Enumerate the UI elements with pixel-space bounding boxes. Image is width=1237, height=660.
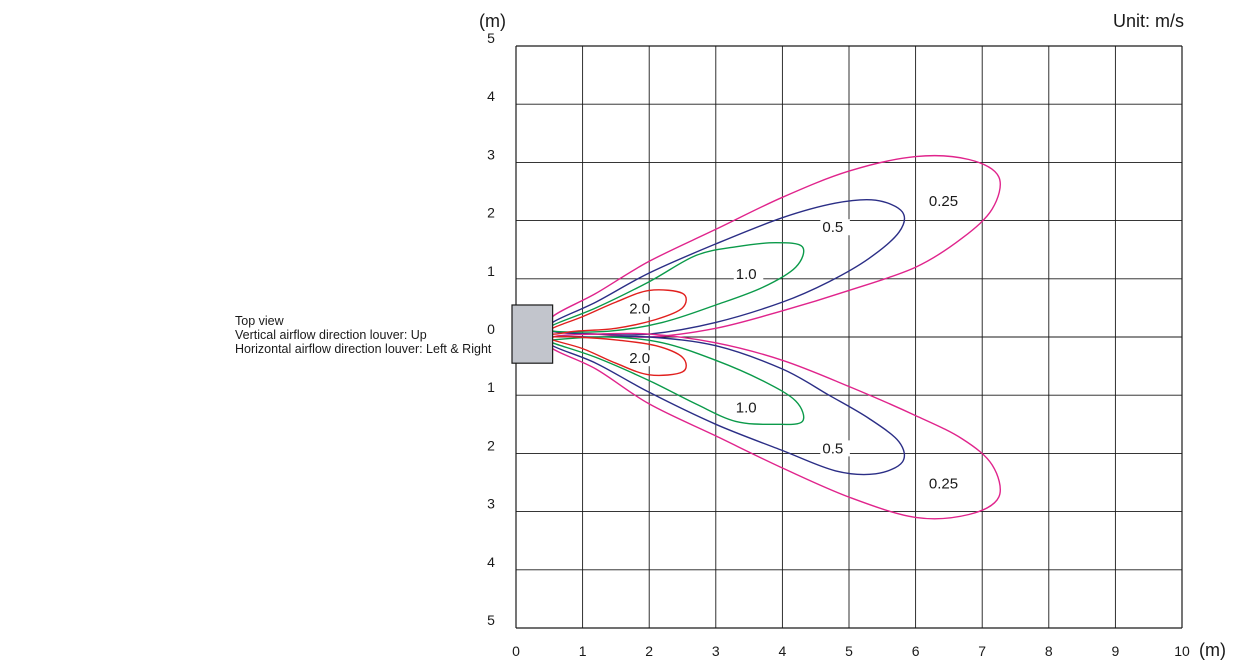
contour-label-background [926,193,965,210]
y-tick-label: 4 [487,554,495,570]
contour-0-25-line [546,332,1001,520]
y-tick-label: 4 [487,88,495,104]
caption-view: Top view [235,314,284,328]
caption-vertical-louver: Vertical airflow direction louver: Up [235,328,427,342]
x-tick-label: 8 [1045,643,1053,659]
y-tick-label: 3 [487,146,495,162]
x-axis-unit-label: (m) [1199,640,1226,660]
x-tick-label: 3 [712,643,720,659]
value-unit-label: Unit: m/s [1113,11,1184,31]
x-tick-label: 6 [912,643,920,659]
contour-0-25-line [546,155,1001,338]
chart-caption: Top view Vertical airflow direction louv… [235,314,491,356]
contour-lines [545,155,1001,520]
contour-label-background [627,300,657,317]
contour-label: 0.5 [822,219,843,236]
y-axis-unit-label: (m) [479,11,506,31]
y-tick-label: 5 [487,612,495,628]
contour-label: 1.0 [736,400,757,417]
x-tick-label: 7 [978,643,986,659]
y-tick-label: 5 [487,30,495,46]
x-tick-label: 0 [512,643,520,659]
chart-grid [515,45,1183,629]
contour-label-background [733,265,764,282]
y-tick-label: 0 [487,321,495,337]
contour-1-0-line [545,241,805,333]
contour-2-0-line [548,335,687,377]
indoor-unit [511,304,554,364]
y-tick-label: 2 [487,437,495,453]
contour-label: 0.5 [822,440,843,457]
contour-label-background [627,350,657,367]
x-tick-label: 9 [1112,643,1120,659]
caption-horizontal-louver: Horizontal airflow direction louver: Lef… [235,342,492,356]
contour-label: 1.0 [736,266,757,283]
x-tick-label: 1 [579,643,587,659]
x-tick-label: 2 [645,643,653,659]
contour-2-0-line [548,289,687,335]
contour-label: 0.25 [929,475,958,492]
y-tick-label: 2 [487,205,495,221]
contour-label-background [820,219,850,236]
contour-label: 2.0 [629,350,650,367]
contour-0-5-line [546,198,906,336]
y-tick-label: 1 [487,263,495,279]
x-tick-label: 10 [1174,643,1190,659]
contour-labels: 0.25 0.5 1.0 2.0 0.25 0.5 1.0 2.0 [511,193,965,492]
contour-label-background [820,440,850,457]
contour-label: 0.25 [929,193,958,210]
contour-label-background [926,475,965,492]
contour-1-0-line [545,336,805,426]
contour-label-background [733,399,764,416]
x-tick-label: 5 [845,643,853,659]
y-tick-label: 1 [487,379,495,395]
contour-0-5-line [546,335,906,476]
x-tick-label: 4 [779,643,787,659]
contour-label: 2.0 [629,301,650,318]
y-tick-label: 3 [487,496,495,512]
